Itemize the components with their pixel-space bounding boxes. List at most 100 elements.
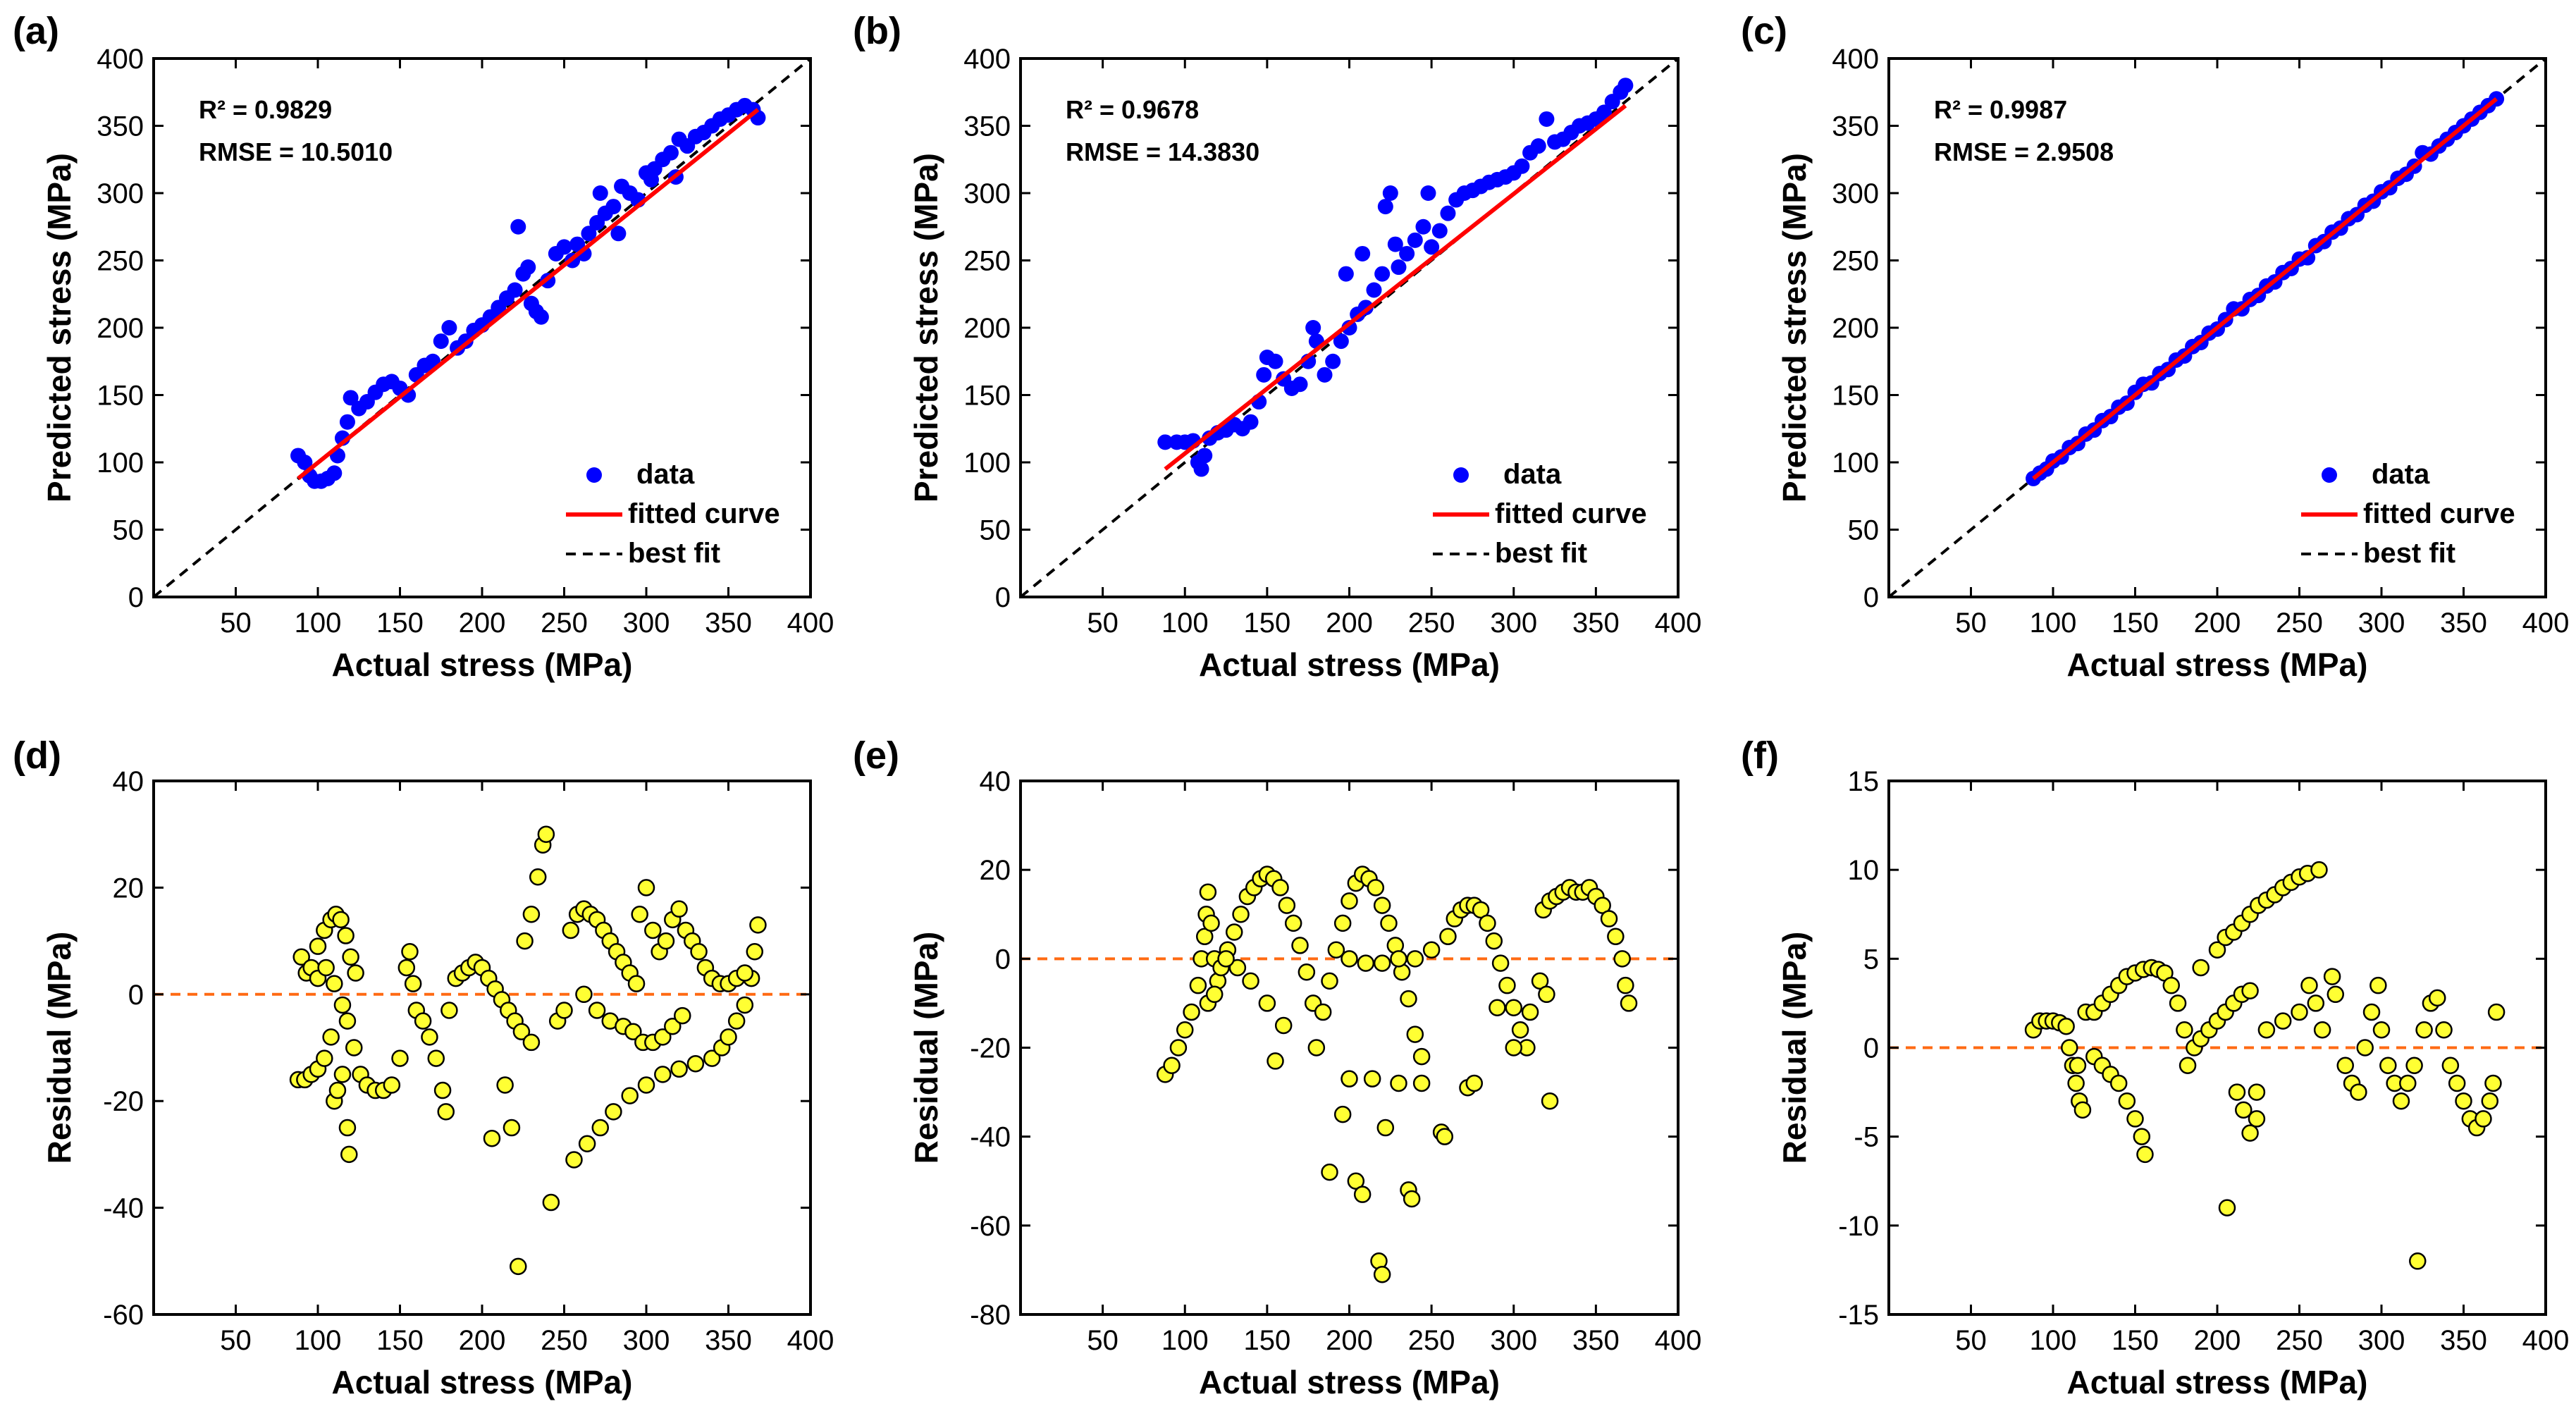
residual-point <box>2192 959 2210 977</box>
residual-point <box>2133 1128 2151 1145</box>
residual-point <box>1327 941 1345 959</box>
x-tick-label: 50 <box>1087 608 1118 639</box>
data-point <box>510 218 526 235</box>
residual-point <box>1183 1003 1200 1021</box>
residual-point <box>2208 941 2226 959</box>
residual-point <box>2061 1039 2078 1057</box>
residual-point <box>317 959 335 977</box>
panel-letter: (d) <box>13 734 61 777</box>
legend: data fitted curve best fit <box>566 459 780 569</box>
y-tick-label: -60 <box>103 1300 144 1331</box>
y-tick-label: 50 <box>113 515 144 546</box>
y-tick-label: 10 <box>1848 855 1880 886</box>
residual-point <box>1189 976 1207 994</box>
residual-point <box>1538 985 1555 1004</box>
panel-e: (e) 50 100 150 200 250 300 350 400 -80 -60 -40 -20 0 2… <box>853 734 1701 1400</box>
residual-point <box>746 942 764 961</box>
residual-point <box>1242 972 1259 990</box>
data-point <box>1243 414 1259 430</box>
r-squared-label: R² = 0.9678 <box>1066 95 1199 124</box>
residual-point <box>2248 1083 2266 1101</box>
data-point <box>1530 138 1546 154</box>
x-tick-label: 350 <box>705 608 752 639</box>
residual-point <box>627 975 646 992</box>
residual-point <box>1367 879 1385 897</box>
legend-data-marker <box>2322 467 2337 483</box>
residual-point <box>703 1049 721 1067</box>
residual-point <box>2415 1021 2433 1039</box>
residual-point <box>1491 954 1510 972</box>
residual-point <box>1284 914 1302 932</box>
residual-point <box>2300 976 2318 994</box>
data-point <box>1514 158 1530 174</box>
legend-bestfit-label: best fit <box>1495 538 1587 569</box>
residual-point <box>2481 1092 2499 1110</box>
residual-point <box>2307 994 2325 1012</box>
x-tick-label: 200 <box>2194 608 2241 639</box>
panel-d: (d) 50 100 150 200 250 300 350 400 -60 -40 -20 0 20 40… <box>13 734 834 1400</box>
residual-point <box>1341 950 1358 968</box>
legend-bestfit-label: best fit <box>2363 538 2455 569</box>
residual-point <box>427 1049 445 1067</box>
residual-point <box>1479 914 1496 932</box>
residual-point <box>1353 1185 1372 1203</box>
residual-point <box>512 1023 531 1041</box>
residual-point <box>437 1103 455 1121</box>
residual-point <box>1307 1039 1326 1057</box>
residual-point <box>631 906 648 923</box>
x-tick-label: 400 <box>2522 608 2570 639</box>
y-tick-label: 400 <box>963 44 1011 75</box>
residual-point <box>1314 1003 1332 1021</box>
residual-point <box>1613 950 1631 968</box>
residual-point <box>1607 928 1625 946</box>
x-tick-label: 200 <box>1326 1325 1373 1356</box>
residual-point <box>2176 1021 2193 1039</box>
data-point <box>1424 239 1440 255</box>
y-tick-label: 0 <box>1863 1033 1879 1064</box>
data-point <box>581 226 597 242</box>
x-tick-label: 250 <box>2276 1325 2323 1356</box>
data-point <box>1387 236 1403 252</box>
y-tick-label: 40 <box>113 766 144 797</box>
residual-point <box>510 1257 527 1276</box>
residual-point <box>2448 1074 2466 1092</box>
data-point <box>433 333 449 350</box>
y-tick-label: 150 <box>1832 381 1879 412</box>
y-tick-label: 250 <box>1832 246 1879 277</box>
legend-data-marker <box>586 467 602 483</box>
residual-point <box>2487 1003 2506 1021</box>
residual-point <box>605 1103 622 1121</box>
residual-point <box>1333 1105 1352 1123</box>
residual-point <box>421 1028 438 1046</box>
y-tick-label: 250 <box>963 246 1011 277</box>
residual-point <box>1412 1074 1431 1092</box>
residual-point <box>338 1012 357 1030</box>
x-tick-label: 250 <box>2276 608 2323 639</box>
residual-point <box>2241 1124 2259 1142</box>
x-tick-label: 400 <box>787 1325 834 1356</box>
y-axis-title: Residual (MPa) <box>41 932 78 1164</box>
x-tick-label: 50 <box>1955 608 1987 639</box>
residual-point <box>1291 937 1309 954</box>
panel-c: (c) 50 100 150 200 250 300 350 400 0 50 100 150 200 25… <box>1741 10 2569 683</box>
residual-point <box>1521 1003 1539 1021</box>
residual-point <box>2291 1003 2308 1021</box>
data-point <box>1374 266 1391 282</box>
x-tick-label: 100 <box>295 608 342 639</box>
panel-letter: (a) <box>13 10 59 52</box>
x-tick-label: 400 <box>1655 1325 1702 1356</box>
residual-point <box>1465 1074 1484 1092</box>
residual-point <box>1341 892 1358 910</box>
data-point <box>1267 353 1283 369</box>
x-axis-title: Actual stress (MPa) <box>332 1364 633 1400</box>
residual-point <box>2336 1057 2354 1074</box>
residual-point <box>1363 1070 1381 1088</box>
residual-point <box>2405 1057 2423 1074</box>
r-squared-label: R² = 0.9829 <box>199 95 332 124</box>
x-tick-label: 100 <box>295 1325 342 1356</box>
residual-point <box>1400 990 1417 1008</box>
x-tick-label: 300 <box>2358 608 2405 639</box>
y-tick-label: -5 <box>1854 1122 1879 1153</box>
residual-point <box>555 1002 573 1019</box>
residual-point <box>2409 1252 2427 1270</box>
